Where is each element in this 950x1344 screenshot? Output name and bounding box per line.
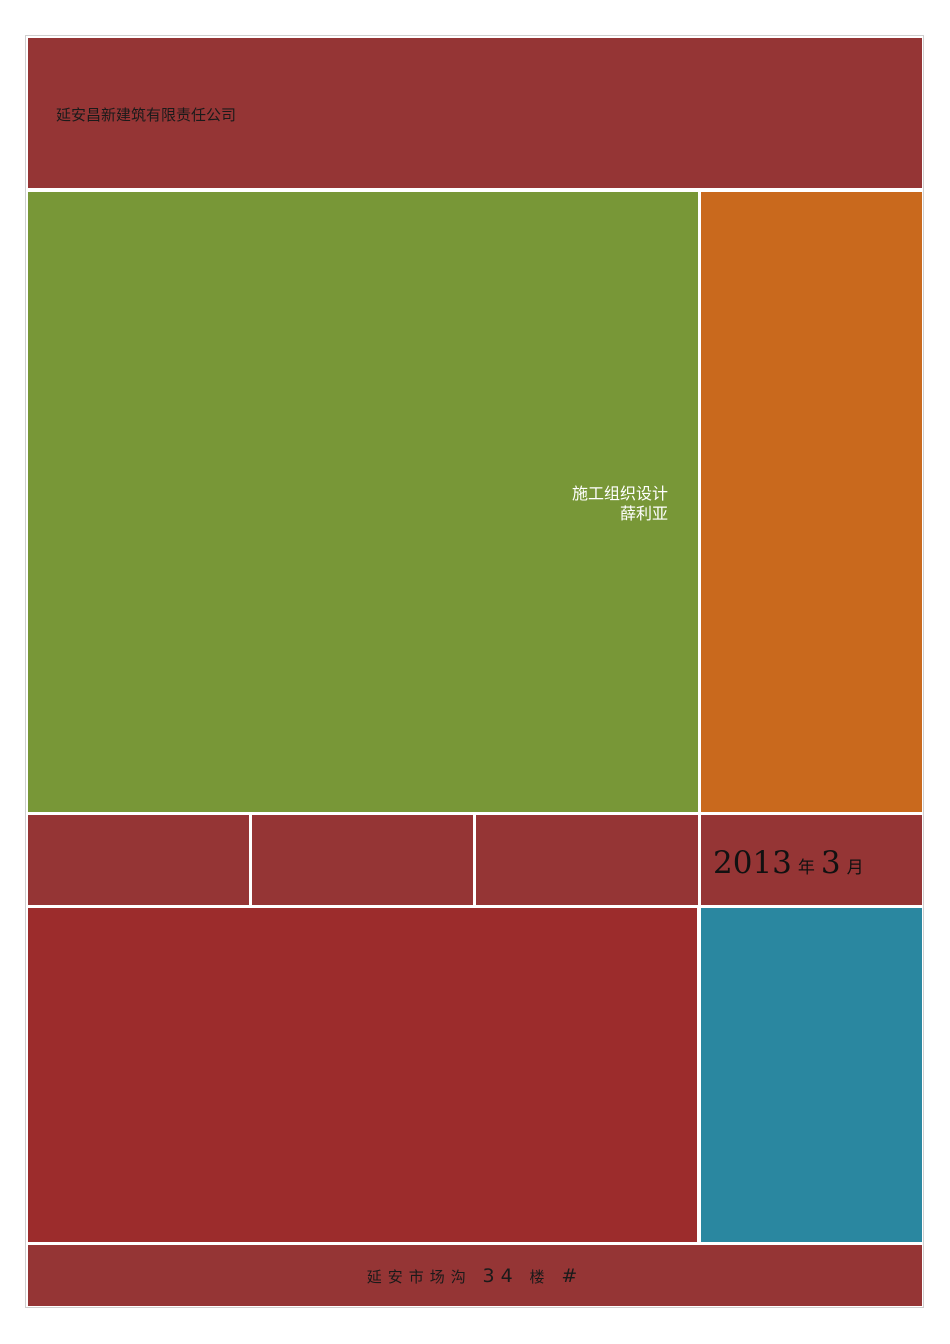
title-panel: 施工组织设计 薛利亚 xyxy=(28,192,698,812)
address-part-2: 楼 xyxy=(529,1268,551,1286)
date-month: 3 xyxy=(820,845,841,881)
date-block: 2013 年 3 月 xyxy=(701,815,922,905)
date-line: 2013 年 3 月 xyxy=(713,845,870,881)
document-title: 施工组织设计 xyxy=(571,484,668,503)
strip-block-2 xyxy=(252,815,473,905)
date-year: 2013 xyxy=(713,845,792,881)
title-block: 施工组织设计 薛利亚 xyxy=(572,484,668,524)
address-part-3: # xyxy=(561,1265,584,1287)
strip-block-1 xyxy=(28,815,249,905)
footer-band: 延安市场沟 34 楼 # xyxy=(28,1245,922,1306)
lower-accent-panel xyxy=(701,908,922,1242)
strip-block-3 xyxy=(476,815,698,905)
date-year-unit: 年 xyxy=(797,858,815,878)
date-month-unit: 月 xyxy=(846,858,864,878)
address-number: 34 xyxy=(482,1265,519,1287)
lower-panel xyxy=(28,908,697,1242)
header-band: 延安昌新建筑有限责任公司 xyxy=(28,38,922,188)
company-name: 延安昌新建筑有限责任公司 xyxy=(56,106,237,124)
side-accent-panel xyxy=(701,192,922,812)
address-part-1: 延安市场沟 xyxy=(366,1268,472,1286)
address-line: 延安市场沟 34 楼 # xyxy=(28,1265,922,1287)
document-author: 薛利亚 xyxy=(619,504,668,523)
